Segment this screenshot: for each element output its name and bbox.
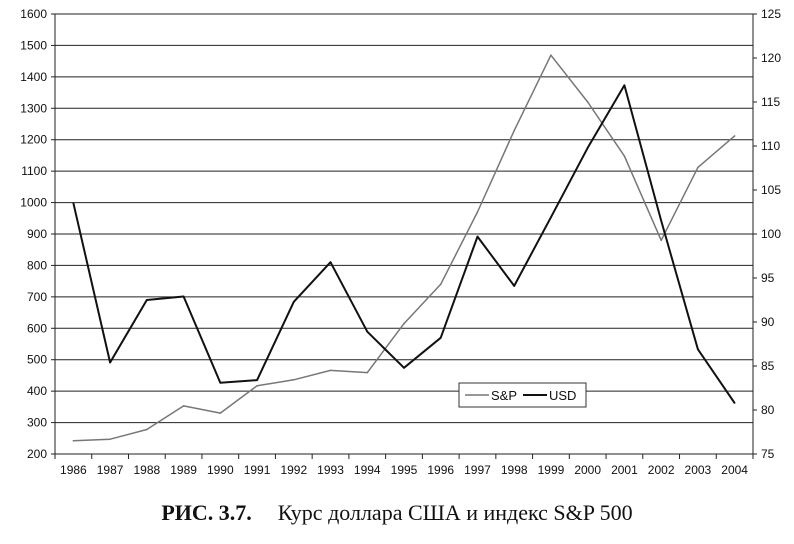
data-point-sp xyxy=(660,239,662,242)
x-tick-label: 1997 xyxy=(464,463,491,477)
data-point-sp xyxy=(733,135,736,137)
data-point-usd xyxy=(550,216,552,219)
left-tick-label: 1100 xyxy=(21,164,47,178)
x-tick-label: 1996 xyxy=(427,463,454,477)
data-point-usd xyxy=(146,299,148,301)
data-point-sp xyxy=(586,101,589,103)
data-point-sp xyxy=(109,438,111,441)
legend-label-usd: USD xyxy=(549,388,576,403)
x-tick-label: 1993 xyxy=(317,463,344,477)
data-point-usd xyxy=(660,220,662,222)
data-point-sp xyxy=(72,440,75,442)
left-tick-label: 700 xyxy=(27,290,47,304)
data-point-sp xyxy=(329,369,332,372)
data-point-usd xyxy=(623,84,626,87)
left-tick-label: 1300 xyxy=(20,101,47,115)
x-tick-label: 1990 xyxy=(207,463,234,477)
data-point-usd xyxy=(439,337,442,339)
data-point-usd xyxy=(72,202,75,204)
data-point-sp xyxy=(366,371,369,374)
data-point-usd xyxy=(182,295,185,298)
left-tick-label: 1400 xyxy=(20,70,47,84)
left-tick-label: 600 xyxy=(27,321,47,335)
x-tick-label: 1994 xyxy=(354,463,381,477)
right-tick-label: 100 xyxy=(761,227,781,241)
data-point-usd xyxy=(586,146,589,149)
data-point-sp xyxy=(256,385,258,387)
data-point-sp xyxy=(219,412,222,414)
chart: 200 300 400 500 600 700 800 900 1000 1100 1200 1300… xyxy=(20,7,781,477)
data-point-sp xyxy=(697,166,699,169)
x-tick-label: 1995 xyxy=(391,463,418,477)
figure-caption-label: РИС. 3.7. xyxy=(161,500,252,525)
data-point-sp xyxy=(550,54,552,56)
x-tick-label: 1988 xyxy=(133,463,160,477)
left-tick-label: 1500 xyxy=(20,38,47,52)
figure-caption-text: Курс доллара США и индекс S&P 500 xyxy=(277,500,633,525)
right-tick-label: 80 xyxy=(761,403,775,417)
gridlines xyxy=(55,13,753,455)
left-tick-label: 1200 xyxy=(20,133,47,147)
left-tick-label: 1600 xyxy=(20,7,47,21)
x-tick-label: 2003 xyxy=(685,463,712,477)
data-point-usd xyxy=(697,348,699,351)
x-axis-ticks: 1986 1987 1988 1989 1990 1991 1992 1993 1994 1995… xyxy=(54,454,754,477)
data-point-sp xyxy=(623,155,626,157)
data-point-usd xyxy=(366,330,369,333)
legend: S&P USD xyxy=(458,382,587,408)
data-point-sp xyxy=(513,129,516,132)
data-point-sp xyxy=(146,428,148,431)
right-axis-ticks: 75 80 85 90 95 100 105 110 115 120 125 xyxy=(753,7,781,461)
x-tick-label: 1999 xyxy=(538,463,565,477)
data-point-sp xyxy=(476,211,479,213)
figure-caption: РИС. 3.7. Курс доллара США и индекс S&P 5… xyxy=(0,500,794,526)
right-tick-label: 95 xyxy=(761,271,775,285)
right-tick-label: 105 xyxy=(761,183,781,197)
left-tick-label: 300 xyxy=(27,416,47,430)
x-tick-label: 2002 xyxy=(648,463,675,477)
left-tick-label: 1000 xyxy=(20,196,47,210)
data-point-usd xyxy=(403,366,405,369)
right-tick-label: 110 xyxy=(761,139,780,153)
legend-label-sp: S&P xyxy=(491,388,517,403)
data-point-sp xyxy=(403,322,405,325)
data-point-usd xyxy=(109,361,111,364)
data-point-usd xyxy=(476,235,479,238)
x-tick-label: 1991 xyxy=(244,463,271,477)
left-tick-label: 400 xyxy=(27,384,47,398)
right-tick-label: 120 xyxy=(761,51,781,65)
left-tick-label: 500 xyxy=(27,353,47,367)
left-axis-ticks: 200 300 400 500 600 700 800 900 1000 1100 1200 1300… xyxy=(20,7,55,461)
data-point-usd xyxy=(292,300,295,303)
data-point-sp xyxy=(182,405,185,407)
series-lines xyxy=(72,54,736,442)
right-tick-label: 85 xyxy=(761,359,775,373)
x-tick-label: 1989 xyxy=(170,463,197,477)
x-tick-label: 2004 xyxy=(721,463,748,477)
left-tick-label: 800 xyxy=(27,258,47,272)
data-point-sp xyxy=(292,379,295,381)
x-tick-label: 1992 xyxy=(280,463,307,477)
x-tick-label: 1987 xyxy=(97,463,124,477)
left-tick-label: 200 xyxy=(27,447,47,461)
data-point-usd xyxy=(256,379,258,381)
right-tick-label: 75 xyxy=(761,447,775,461)
data-point-usd xyxy=(219,381,222,384)
x-tick-label: 2000 xyxy=(574,463,601,477)
right-tick-label: 125 xyxy=(761,7,781,21)
left-tick-label: 900 xyxy=(27,227,47,241)
right-tick-label: 90 xyxy=(761,315,775,329)
data-point-usd xyxy=(733,402,736,404)
x-tick-label: 1986 xyxy=(60,463,87,477)
right-tick-label: 115 xyxy=(761,95,780,109)
data-point-sp xyxy=(439,283,442,286)
x-tick-label: 2001 xyxy=(611,463,638,477)
x-tick-label: 1998 xyxy=(501,463,528,477)
data-point-usd xyxy=(513,285,516,287)
data-point-usd xyxy=(329,261,332,263)
